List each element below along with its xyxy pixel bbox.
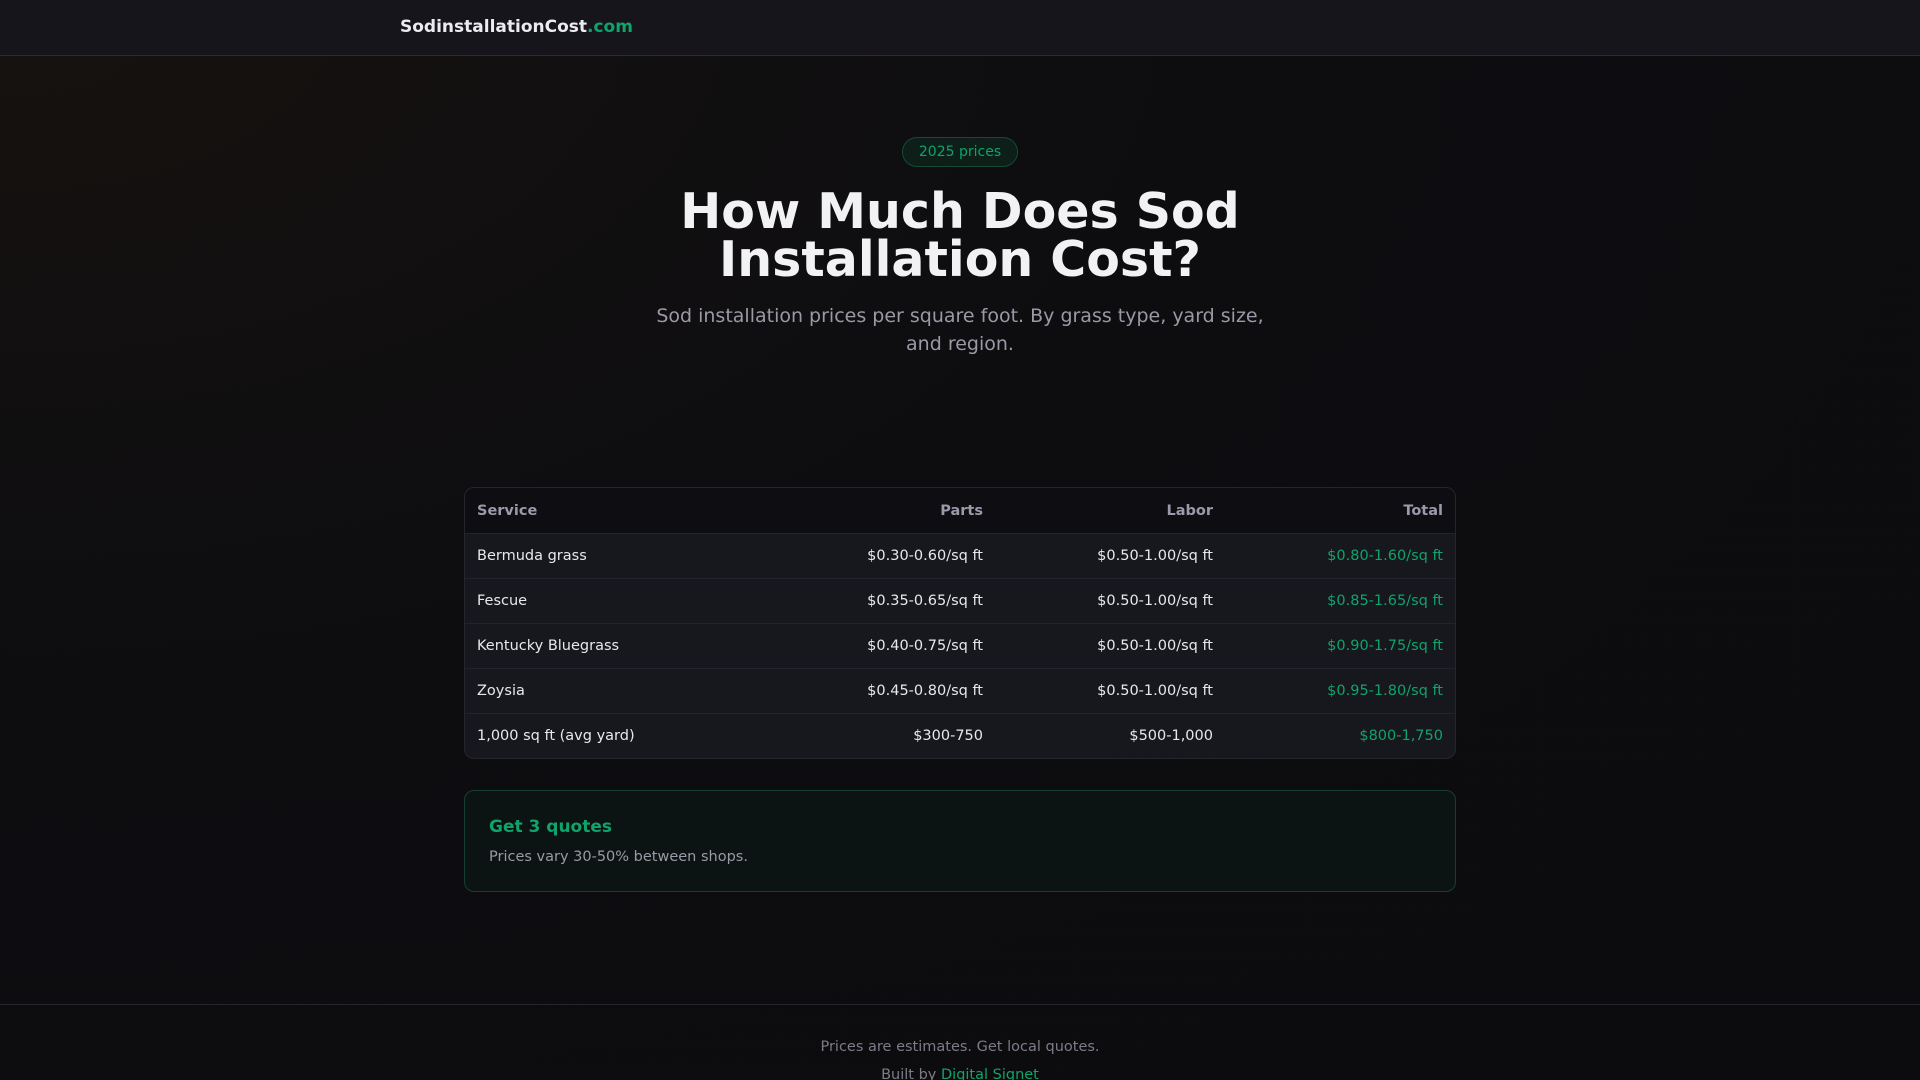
column-header: Total	[1403, 502, 1443, 519]
total-cell: $0.90-1.75/sq ft	[1327, 638, 1443, 654]
column-header: Parts	[940, 502, 983, 519]
logo-tld: .com	[587, 17, 633, 37]
parts-cell: $300-750	[913, 728, 983, 744]
service-cell: Fescue	[477, 593, 528, 609]
callout-title: Get 3 quotes	[489, 817, 613, 837]
built-by-label: Built by	[881, 1067, 937, 1080]
table-row: 1,000 sq ft (avg yard) $300-750 $500-1,000…	[465, 713, 1455, 758]
table-row: Zoysia $0.45-0.80/sq ft $0.50-1.00/sq ft $0…	[465, 668, 1455, 713]
service-cell: 1,000 sq ft (avg yard)	[477, 728, 635, 744]
column-header: Labor	[1166, 502, 1213, 519]
labor-cell: $0.50-1.00/sq ft	[1097, 548, 1213, 564]
column-header: Service	[477, 502, 538, 519]
site-logo[interactable]: SodinstallationCost.com	[400, 17, 633, 37]
service-cell: Zoysia	[477, 683, 525, 699]
service-cell: Kentucky Bluegrass	[477, 638, 620, 654]
parts-cell: $0.30-0.60/sq ft	[867, 548, 983, 564]
total-cell: $0.85-1.65/sq ft	[1327, 593, 1443, 609]
total-cell: $800-1,750	[1359, 728, 1443, 744]
total-cell: $0.80-1.60/sq ft	[1327, 548, 1443, 564]
table-header: Service Parts Labor Total	[465, 488, 1455, 533]
labor-cell: $0.50-1.00/sq ft	[1097, 638, 1213, 654]
labor-cell: $0.50-1.00/sq ft	[1097, 683, 1213, 699]
labor-cell: $500-1,000	[1129, 728, 1213, 744]
footer-disclaimer: Prices are estimates. Get local quotes.	[820, 1039, 1100, 1055]
labor-cell: $0.50-1.00/sq ft	[1097, 593, 1213, 609]
parts-cell: $0.45-0.80/sq ft	[867, 683, 983, 699]
digital-signet-link[interactable]: Digital Signet	[941, 1067, 1039, 1080]
parts-cell: $0.35-0.65/sq ft	[867, 593, 983, 609]
total-cell: $0.95-1.80/sq ft	[1327, 683, 1443, 699]
site-footer: Prices are estimates. Get local quotes. …	[0, 1004, 1920, 1080]
page-subtitle: Sod installation prices per square foot.…	[656, 305, 1264, 355]
table-row: Bermuda grass $0.30-0.60/sq ft $0.50-1.00/…	[465, 533, 1455, 578]
table-row: Kentucky Bluegrass $0.40-0.75/sq ft $0.50-…	[465, 623, 1455, 668]
logo-main: SodinstallationCost	[400, 17, 587, 37]
price-table: Service Parts Labor Total Bermuda grass $…	[464, 487, 1456, 759]
quotes-callout: Get 3 quotes Prices vary 30-50% between …	[464, 790, 1456, 892]
page-title: How Much Does Sod Installation Cost?	[680, 183, 1240, 288]
year-badge: 2025 prices	[902, 137, 1018, 167]
parts-cell: $0.40-0.75/sq ft	[867, 638, 983, 654]
footer-credit: Built by Digital Signet	[0, 1067, 1920, 1080]
callout-text: Prices vary 30-50% between shops.	[489, 849, 748, 865]
site-header: SodinstallationCost.com	[0, 0, 1920, 56]
table-row: Fescue $0.35-0.65/sq ft $0.50-1.00/sq ft $0…	[465, 578, 1455, 623]
service-cell: Bermuda grass	[477, 548, 587, 564]
